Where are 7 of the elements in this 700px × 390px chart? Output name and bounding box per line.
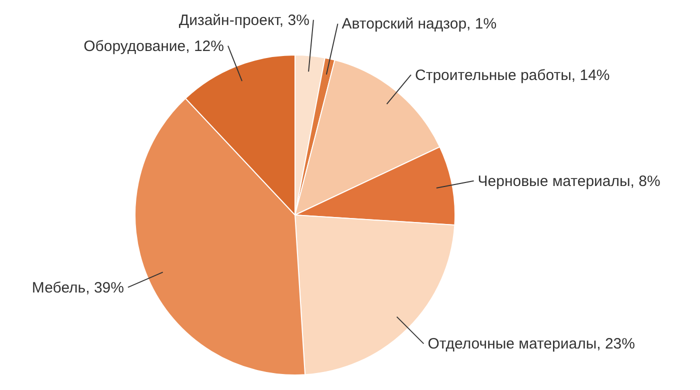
slice-label: Авторский надзор, 1% [342,16,497,33]
slice-label: Оборудование, 12% [84,38,224,55]
slice-label: Отделочные материалы, 23% [428,336,635,353]
slice-label: Дизайн-проект, 3% [178,12,310,29]
slice-label: Строительные работы, 14% [415,66,610,84]
slice-label: Черновые материалы, 8% [478,172,660,190]
slice-label: Мебель, 39% [32,279,124,296]
